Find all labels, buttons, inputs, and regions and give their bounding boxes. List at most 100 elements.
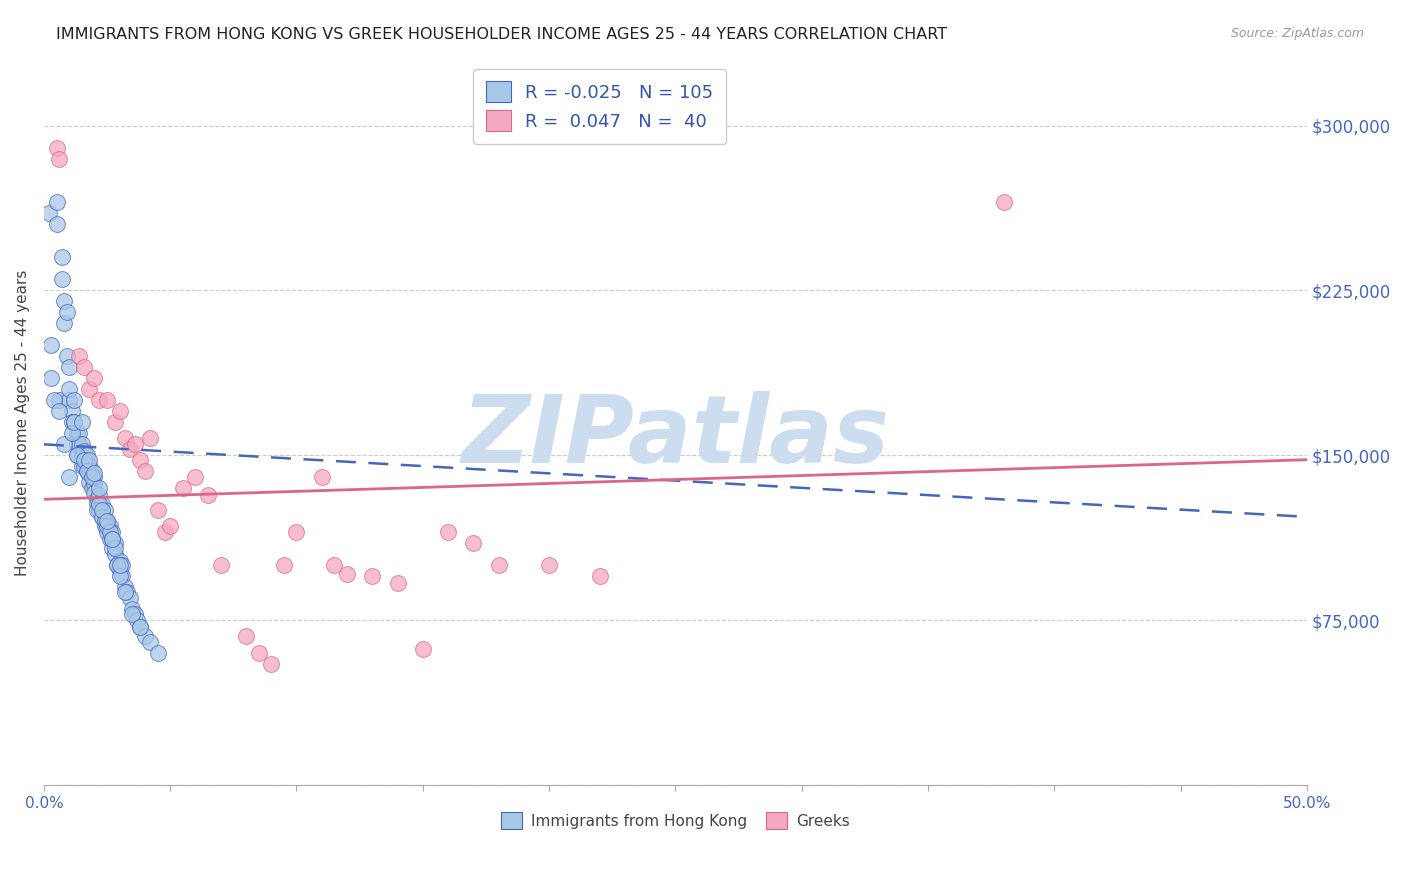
Point [128,620,150,634]
Point [70,415,93,429]
Point [93,514,115,528]
Point [58,383,80,397]
Point [128,620,150,634]
Point [117,584,139,599]
Point [98,518,121,533]
Point [80,470,103,484]
Point [76,464,98,478]
Point [55,305,77,319]
Point [134,629,156,643]
Point [146,503,169,517]
Text: IMMIGRANTS FROM HONG KONG VS GREEK HOUSEHOLDER INCOME AGES 25 - 44 YEARS CORRELA: IMMIGRANTS FROM HONG KONG VS GREEK HOUSE… [56,27,948,42]
Point [86,497,108,511]
Point [124,437,146,451]
Point [66,437,89,451]
Point [53,437,76,451]
Point [86,492,108,507]
Point [361,569,384,583]
Point [273,558,295,573]
Point [146,646,169,660]
Point [83,476,105,491]
Point [311,470,333,484]
Point [80,464,103,478]
Point [260,657,283,672]
Point [83,485,105,500]
Point [538,558,561,573]
Point [235,629,257,643]
Point [159,518,181,533]
Point [105,558,128,573]
Point [73,459,96,474]
Point [76,448,98,462]
Point [588,569,610,583]
Point [323,558,346,573]
Point [108,569,131,583]
Legend: Immigrants from Hong Kong, Greeks: Immigrants from Hong Kong, Greeks [495,805,856,836]
Point [79,383,101,397]
Point [118,442,141,456]
Point [114,580,136,594]
Point [111,558,134,573]
Point [89,481,111,495]
Point [172,481,194,495]
Point [70,459,93,474]
Point [80,470,103,484]
Point [45,218,67,232]
Point [73,360,96,375]
Point [67,350,90,364]
Point [114,431,136,445]
Point [60,404,83,418]
Point [58,360,80,375]
Point [48,404,70,418]
Point [101,541,124,555]
Point [336,567,359,582]
Point [96,514,118,528]
Point [127,613,149,627]
Point [79,466,101,480]
Point [66,426,89,441]
Point [67,437,90,451]
Point [96,525,118,540]
Point [197,488,219,502]
Point [89,499,111,513]
Point [66,448,89,462]
Point [139,635,162,649]
Point [96,514,118,528]
Point [63,415,86,429]
Point [121,602,143,616]
Point [48,393,70,408]
Point [104,536,127,550]
Point [86,503,108,517]
Point [124,607,146,621]
Point [104,547,127,561]
Point [153,525,176,540]
Point [73,444,96,458]
Point [58,470,80,484]
Point [89,497,111,511]
Point [70,448,93,462]
Point [79,475,101,489]
Point [83,470,105,484]
Point [93,518,115,533]
Point [285,525,308,540]
Point [42,393,65,408]
Point [104,415,127,429]
Point [93,503,115,517]
Y-axis label: Householder Income Ages 25 - 44 years: Householder Income Ages 25 - 44 years [15,269,30,575]
Point [89,488,111,502]
Point [96,393,118,408]
Point [108,404,131,418]
Point [83,371,105,385]
Point [79,459,101,474]
Point [96,518,118,533]
Point [101,532,124,546]
Point [51,251,73,265]
Point [66,448,89,462]
Point [45,140,67,154]
Point [463,536,485,550]
Point [89,503,111,517]
Point [437,525,460,540]
Point [41,338,63,352]
Point [70,437,93,451]
Point [63,415,86,429]
